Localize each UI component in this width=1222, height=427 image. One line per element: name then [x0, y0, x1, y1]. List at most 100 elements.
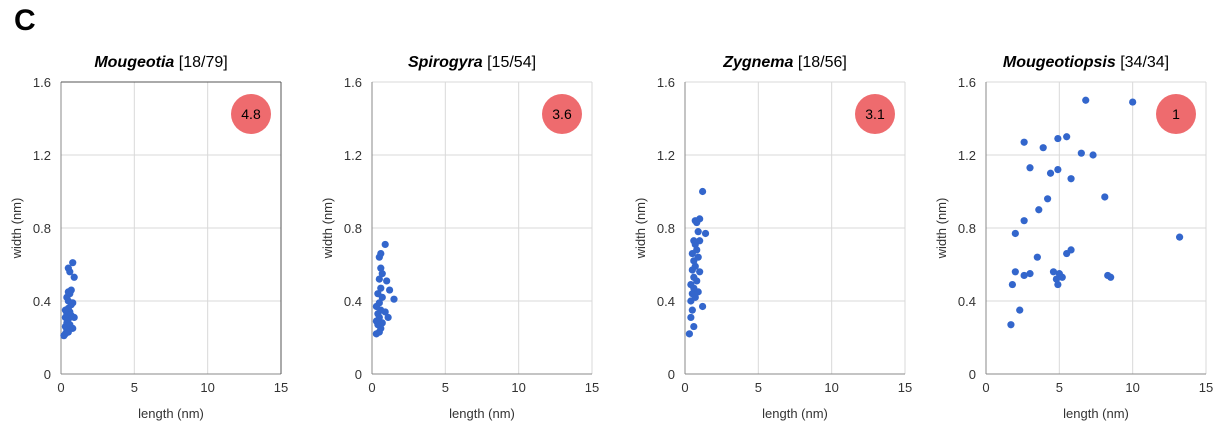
- y-tick-label: 1.2: [33, 148, 51, 163]
- y-tick-label: 0.4: [344, 294, 362, 309]
- data-point: [374, 290, 382, 298]
- data-point: [69, 299, 77, 307]
- data-point: [1026, 164, 1034, 172]
- scatter-panel-3: 0 5 10 15 0 0.4 0.8 1.2 1.6 length (nm) width (nm)…: [633, 54, 912, 421]
- data-point: [1033, 253, 1041, 261]
- data-point: [690, 237, 698, 245]
- data-point: [1046, 169, 1055, 177]
- data-point: [378, 319, 386, 327]
- data-point: [694, 253, 702, 261]
- y-tick-label: 0.8: [33, 221, 51, 236]
- y-tick-label: 0: [44, 367, 51, 382]
- data-point: [64, 264, 72, 272]
- data-point: [375, 299, 383, 307]
- data-point: [1020, 217, 1028, 225]
- y-tick-label: 1.6: [344, 75, 362, 90]
- data-point: [690, 273, 698, 281]
- x-tick-label: 0: [681, 380, 688, 395]
- x-tick-label: 10: [824, 380, 838, 395]
- data-point: [1067, 246, 1075, 254]
- chart-title: Spirogyra [15/54]: [408, 54, 536, 71]
- data-point: [69, 259, 77, 267]
- data-point: [1058, 273, 1066, 281]
- data-point: [694, 228, 702, 236]
- chart-title-genus: Mougeotia: [94, 54, 174, 71]
- data-point: [1035, 206, 1043, 214]
- data-point: [1054, 134, 1062, 143]
- data-point: [384, 313, 392, 322]
- x-axis-label: length (nm): [762, 406, 828, 421]
- data-point: [70, 313, 78, 322]
- chart-title-genus: Mougeotiopsis: [1003, 54, 1116, 71]
- data-point: [390, 295, 398, 303]
- data-point: [1044, 195, 1052, 203]
- data-point: [688, 290, 696, 298]
- data-point: [691, 217, 699, 225]
- data-point: [61, 306, 69, 314]
- x-tick-label: 10: [511, 380, 525, 395]
- x-tick-label: 0: [368, 380, 375, 395]
- y-tick-label: 0.8: [657, 221, 675, 236]
- y-axis-label: width (nm): [9, 198, 24, 260]
- x-tick-label: 0: [57, 380, 64, 395]
- x-tick-label: 5: [1056, 380, 1063, 395]
- data-point: [1052, 275, 1060, 283]
- data-point: [1089, 151, 1097, 159]
- data-point: [378, 270, 386, 278]
- x-tick-label: 15: [274, 380, 288, 395]
- chart-title-count: [18/79]: [174, 54, 227, 71]
- data-point: [1067, 175, 1075, 183]
- data-point: [696, 237, 704, 245]
- chart-title-genus: Spirogyra: [408, 54, 483, 71]
- data-point: [696, 268, 704, 276]
- x-tick-label: 10: [1125, 380, 1139, 395]
- data-point: [685, 330, 694, 338]
- data-point: [1020, 271, 1028, 280]
- x-tick-label: 15: [1199, 380, 1213, 395]
- y-tick-label: 1.6: [958, 75, 976, 90]
- scatter-panel-1: 0 5 10 15 0 0.4 0.8 1.2 1.6 length (nm) width (nm)…: [9, 54, 288, 421]
- x-tick-label: 0: [982, 380, 989, 395]
- y-tick-label: 0.4: [33, 294, 51, 309]
- y-tick-label: 1.6: [657, 75, 675, 90]
- data-point: [383, 277, 391, 285]
- data-point: [1077, 149, 1085, 157]
- data-point: [381, 240, 389, 249]
- value-badge: [1156, 94, 1196, 134]
- x-tick-label: 5: [755, 380, 762, 395]
- x-tick-label: 15: [585, 380, 599, 395]
- data-point: [1011, 229, 1019, 238]
- x-axis-label: length (nm): [1063, 406, 1129, 421]
- y-tick-label: 1.6: [33, 75, 51, 90]
- scatter-panel-4: 0 5 10 15 0 0.4 0.8 1.2 1.6 length (nm) width (nm)…: [934, 54, 1213, 421]
- y-axis-label: width (nm): [934, 198, 949, 260]
- y-tick-label: 0.4: [958, 294, 976, 309]
- data-point: [691, 262, 699, 270]
- x-tick-label: 10: [200, 380, 214, 395]
- y-axis-label: width (nm): [320, 198, 335, 260]
- data-point: [386, 286, 394, 294]
- value-badge-label: 4.8: [241, 106, 261, 122]
- data-point: [69, 324, 77, 332]
- x-axis-label: length (nm): [449, 406, 515, 421]
- data-point: [693, 246, 701, 254]
- value-badge: [855, 94, 895, 134]
- data-point: [375, 275, 383, 283]
- data-point: [1026, 270, 1034, 278]
- data-point: [1063, 133, 1071, 141]
- data-point: [1020, 138, 1028, 146]
- data-point: [701, 229, 710, 238]
- data-point: [1016, 306, 1024, 314]
- panel-label: C: [14, 4, 36, 37]
- data-point: [1008, 280, 1017, 289]
- data-point: [1176, 233, 1184, 241]
- chart-title-count: [18/56]: [793, 54, 846, 71]
- data-point: [1107, 273, 1115, 281]
- y-tick-label: 0: [969, 367, 976, 382]
- chart-title: Mougeotiopsis [34/34]: [1003, 54, 1169, 71]
- data-point: [1039, 144, 1047, 152]
- value-badge-label: 3.6: [552, 106, 572, 122]
- data-point: [377, 249, 385, 258]
- data-point: [377, 264, 385, 272]
- data-point: [70, 273, 78, 281]
